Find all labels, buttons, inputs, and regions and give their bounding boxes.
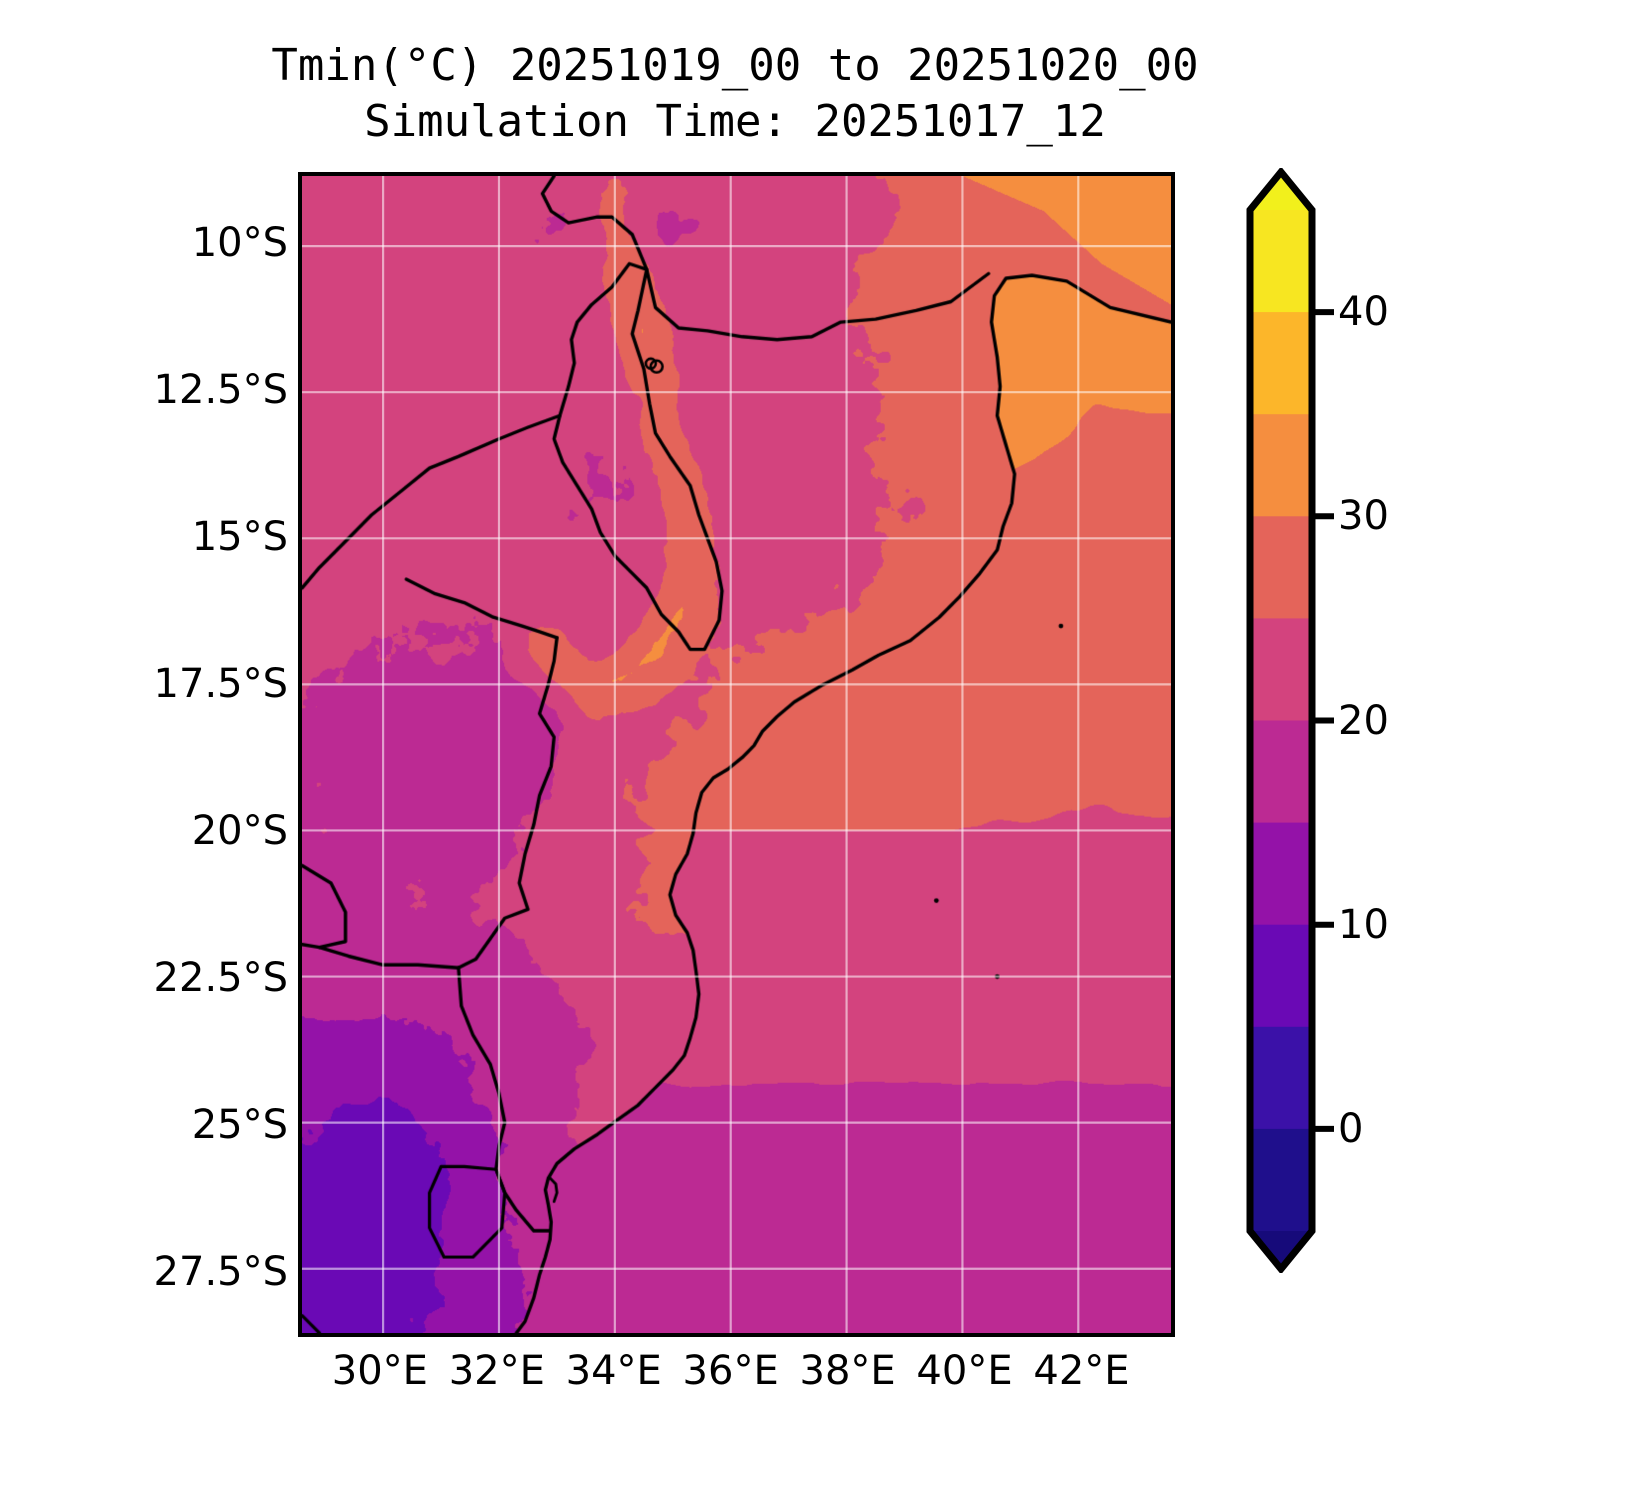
xtick-label-2: 34°E xyxy=(565,1348,662,1394)
title-line-1: Tmin(°C) 20251019_00 to 20251020_00 xyxy=(271,40,1199,91)
colorbar-tick-label-0: 0 xyxy=(1338,1105,1364,1152)
xtick-label-1: 32°E xyxy=(448,1348,545,1394)
xtick-label-5: 40°E xyxy=(916,1348,1013,1394)
map-axes[interactable] xyxy=(298,172,1175,1337)
xtick-label-4: 38°E xyxy=(799,1348,896,1394)
ytick-label-6: 25°S xyxy=(191,1102,288,1149)
ytick-label-7: 27.5°S xyxy=(153,1249,288,1296)
colorbar-band-3 xyxy=(1250,516,1312,619)
ytick-label-0: 10°S xyxy=(191,219,288,266)
ytick-label-5: 22.5°S xyxy=(153,955,288,1002)
ytick-label-1: 12.5°S xyxy=(153,366,288,413)
colorbar-tick-label-4: 40 xyxy=(1338,289,1389,336)
colorbar-band-2 xyxy=(1250,414,1312,517)
ytick-label-2: 15°S xyxy=(191,513,288,560)
colorbar[interactable]: 0 10 20 30 40 xyxy=(1232,168,1389,1273)
xtick-label-0: 30°E xyxy=(331,1348,428,1394)
colorbar-tick-label-2: 20 xyxy=(1338,697,1389,744)
ytick-label-4: 20°S xyxy=(191,807,288,854)
colorbar-band-5 xyxy=(1250,720,1312,824)
colorbar-band-4 xyxy=(1250,618,1312,722)
colorbar-over-arrow xyxy=(1250,172,1312,210)
colorbar-under-arrow xyxy=(1250,1231,1312,1269)
colorbar-tick-label-3: 30 xyxy=(1338,493,1389,540)
xtick-label-3: 36°E xyxy=(682,1348,779,1394)
xtick-label-6: 42°E xyxy=(1033,1348,1130,1394)
colorbar-tick-label-1: 10 xyxy=(1338,901,1389,948)
colorbar-band-0 xyxy=(1250,210,1312,313)
temperature-heatmap xyxy=(302,176,1171,1333)
title-line-2: Simulation Time: 20251017_12 xyxy=(364,96,1106,147)
colorbar-band-7 xyxy=(1250,924,1312,1028)
colorbar-band-1 xyxy=(1250,312,1312,415)
colorbar-gradient xyxy=(1246,168,1334,1273)
colorbar-band-8 xyxy=(1250,1026,1312,1130)
colorbar-band-6 xyxy=(1250,822,1312,926)
colorbar-band-9 xyxy=(1250,1128,1312,1232)
figure-title: Tmin(°C) 20251019_00 to 20251020_00 Simu… xyxy=(0,38,1470,150)
ytick-label-3: 17.5°S xyxy=(153,660,288,707)
